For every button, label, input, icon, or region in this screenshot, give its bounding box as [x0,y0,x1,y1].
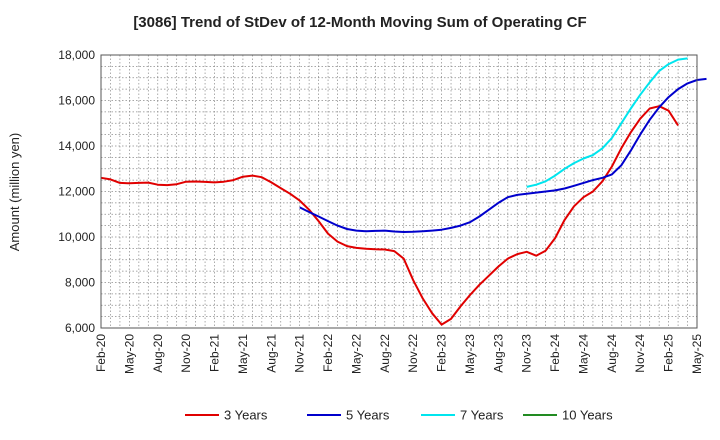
x-tick-label: Aug-22 [378,334,392,373]
y-tick-label: 18,000 [58,48,95,62]
plot-frame [100,54,698,329]
y-tick-label: 12,000 [58,185,95,199]
x-tick-labels: Feb-20 May-20 Aug-20 Nov-20 Feb-21 May-21 Aug-… [94,334,704,374]
x-tick-label: Nov-20 [179,334,193,373]
x-tick-label: Aug-20 [151,334,165,373]
y-axis-label: Amount (million yen) [7,133,22,252]
x-tick-label: May-22 [349,334,363,374]
x-tick-label: Aug-23 [491,334,505,373]
x-tick-label: Feb-22 [321,334,335,372]
y-tick-label: 14,000 [58,139,95,153]
x-tick-label: May-20 [122,334,136,374]
x-tick-label: Nov-22 [406,334,420,373]
y-tick-label: 8,000 [65,276,95,290]
legend-label: 5 Years [346,408,390,423]
x-tick-label: Feb-23 [435,334,449,372]
x-tick-label: Feb-25 [662,334,676,372]
y-tick-labels: 6,000 8,000 10,000 12,000 14,000 16,000 18,000 [58,48,95,335]
y-tick-label: 16,000 [58,94,95,108]
grid [100,54,698,329]
x-tick-label: May-25 [690,334,704,374]
y-tick-label: 10,000 [58,230,95,244]
x-tick-label: Feb-24 [548,334,562,372]
x-tick-label: Aug-21 [264,334,278,373]
series-lines [100,57,707,326]
series-line-5-years [299,77,707,233]
series-line-3-years [100,105,679,326]
x-tick-label: May-21 [236,334,250,374]
x-tick-label: May-23 [463,334,477,374]
series-line-7-years [526,57,688,188]
y-tick-label: 6,000 [65,321,95,335]
x-tick-label: Nov-21 [293,334,307,373]
legend-label: 7 Years [460,408,504,423]
chart-title: [3086] Trend of StDev of 12-Month Moving… [133,14,586,31]
legend-label: 10 Years [562,408,613,423]
legend-label: 3 Years [224,408,268,423]
x-tick-label: May-24 [576,334,590,374]
x-tick-label: Feb-21 [208,334,222,372]
x-tick-label: Nov-24 [633,334,647,373]
x-tick-label: Aug-24 [605,334,619,373]
x-tick-label: Nov-23 [520,334,534,373]
x-tick-label: Feb-20 [94,334,108,372]
legend: 3 Years 5 Years 7 Years 10 Years [185,408,613,423]
